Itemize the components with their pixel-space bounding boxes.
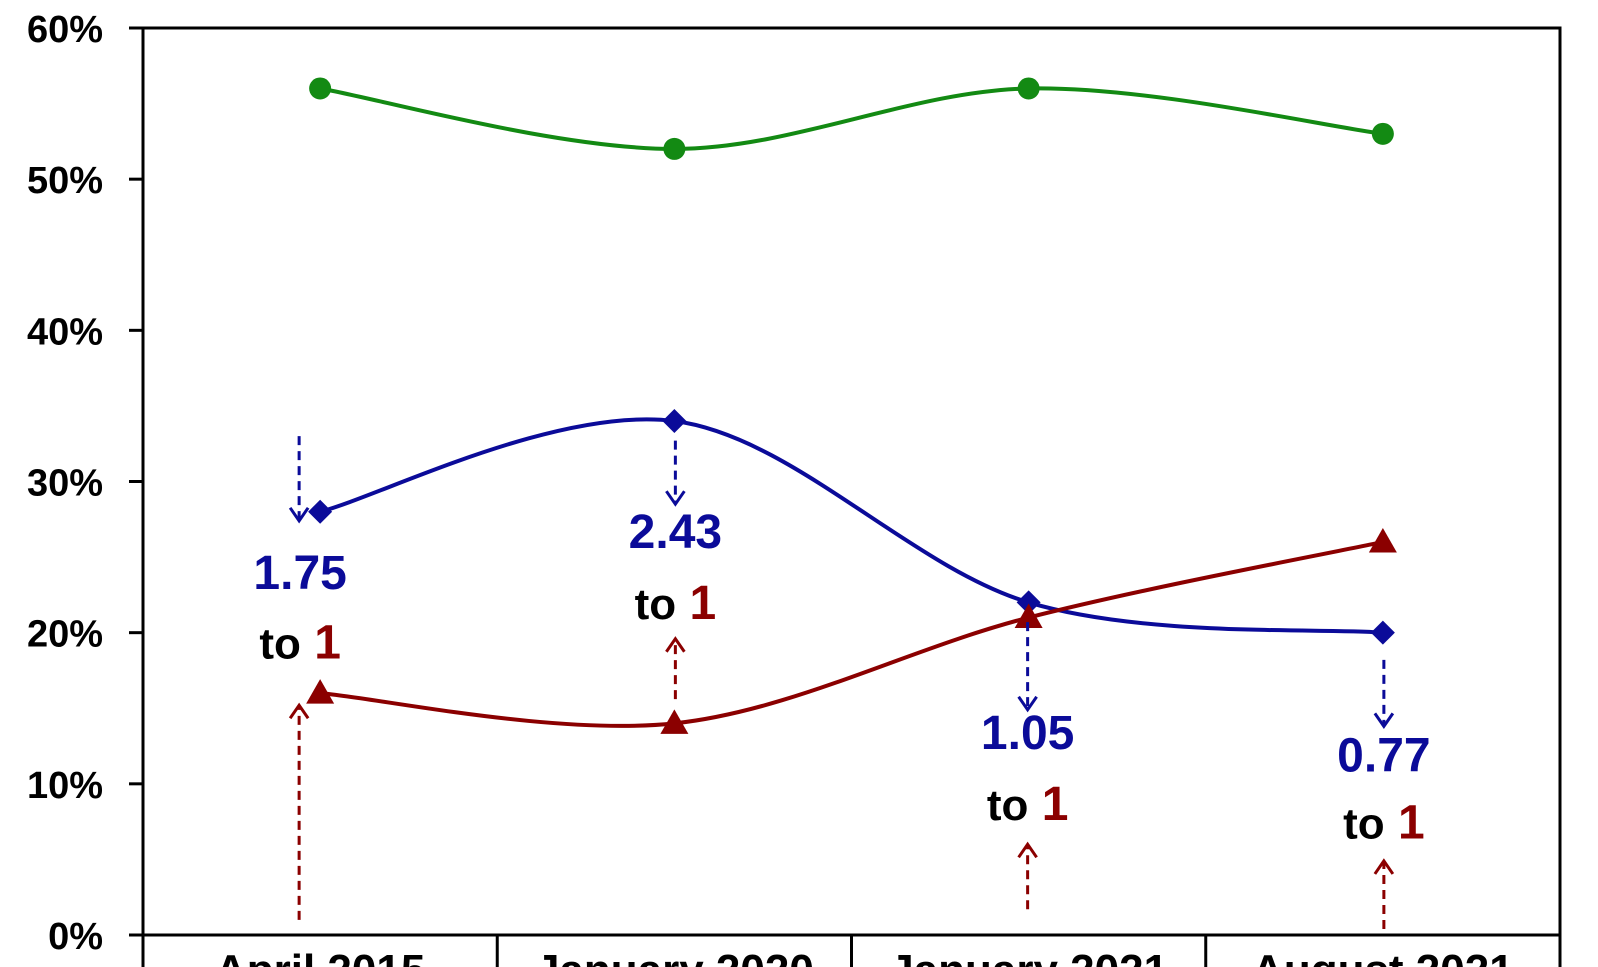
ratio-to-word: to (259, 619, 301, 668)
series-triangle (306, 527, 1397, 734)
x-tick-label: August 2021 (1252, 946, 1514, 967)
y-tick-label: 30% (27, 463, 103, 505)
series-line (319, 86, 1384, 151)
ratio-to-word: to (1343, 799, 1385, 848)
series-circle (309, 77, 1394, 160)
data-point (308, 499, 333, 524)
ratio-value: 2.43 (629, 506, 722, 559)
ratio-to-word: to (635, 580, 677, 629)
dashed-arrow (665, 636, 686, 700)
ratio-value: 1.05 (981, 707, 1074, 760)
dashed-arrow (1373, 659, 1395, 730)
plot-area-frame (141, 26, 1562, 937)
y-tick-label: 0% (48, 916, 103, 958)
ratio-one: 1 (1028, 778, 1068, 831)
x-tick-label: January 2020 (535, 946, 814, 967)
series-line (319, 540, 1384, 728)
data-point (1370, 620, 1395, 645)
ratio-value: 0.77 (1337, 730, 1430, 783)
data-point (1017, 77, 1040, 100)
dashed-arrow (1017, 622, 1038, 713)
arrow-head (665, 636, 686, 653)
data-point (662, 409, 687, 434)
arrow-head (1017, 695, 1038, 713)
dashed-arrow (1373, 858, 1395, 929)
data-point (1371, 122, 1394, 145)
ratio-one: 1 (676, 577, 716, 630)
ratio-one: 1 (1385, 796, 1425, 849)
y-tick-label: 50% (27, 160, 103, 202)
data-point (663, 137, 686, 160)
ratio-suffix: to 1 (1343, 796, 1425, 849)
y-tick-label: 20% (27, 614, 103, 656)
y-tick-label: 10% (27, 765, 103, 807)
x-axis: April 2015 January 2020 January 2021 August… (141, 935, 1562, 967)
series-line (319, 417, 1384, 635)
arrow-head (1373, 858, 1395, 875)
x-tick-label: April 2015 (215, 946, 425, 967)
data-point (306, 679, 335, 704)
ratio-value: 1.75 (253, 547, 346, 600)
arrow-head (665, 490, 686, 507)
ratio-to-word: to (987, 781, 1029, 830)
dashed-arrow (288, 702, 310, 920)
arrow-head (1017, 841, 1038, 859)
annotations-layer: 1.75 to 1 2.43 to 1 1.05 to 1 0.77 to 1 (253, 436, 1431, 929)
series-diamond (308, 409, 1395, 645)
data-point (660, 709, 689, 734)
arrow-head (1373, 712, 1395, 730)
ratio-suffix: to 1 (635, 577, 717, 630)
data-point (1014, 603, 1043, 629)
data-point (309, 77, 332, 100)
y-tick-label: 60% (27, 9, 103, 51)
ratio-suffix: to 1 (259, 616, 341, 669)
data-point (1016, 590, 1041, 615)
y-tick-label: 40% (27, 311, 103, 353)
ratio-one: 1 (301, 616, 341, 669)
dashed-arrow (665, 440, 686, 507)
y-axis: 0% 10% 20% 30% 40% 50% 60% (27, 9, 143, 958)
data-point (1368, 527, 1397, 553)
x-tick-label: January 2021 (889, 946, 1168, 967)
ratio-suffix: to 1 (987, 778, 1069, 831)
arrow-head (288, 702, 310, 720)
series-layer (306, 77, 1397, 734)
arrow-head (288, 506, 310, 524)
dashed-arrow (1017, 841, 1038, 910)
dashed-arrow (288, 436, 310, 524)
